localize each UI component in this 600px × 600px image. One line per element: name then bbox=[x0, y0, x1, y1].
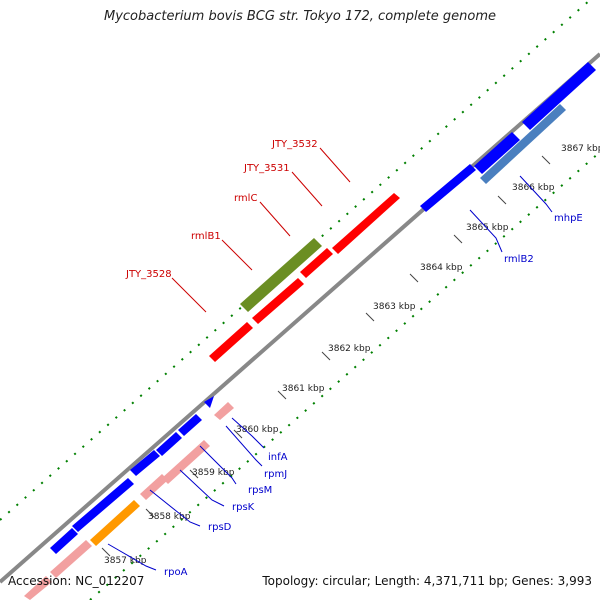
tick-label: 3864 kbp bbox=[420, 263, 463, 273]
leader-line bbox=[291, 171, 323, 207]
gene-feature-pseudo-1[interactable] bbox=[214, 402, 234, 420]
gene-feature-jty3532[interactable] bbox=[332, 193, 400, 254]
leader-line bbox=[469, 209, 503, 253]
tick-label: 3857 kbp bbox=[104, 556, 147, 566]
forward-strand-features bbox=[24, 193, 400, 600]
tick-label: 3859 kbp bbox=[192, 468, 235, 478]
gene-feature-jty3528[interactable] bbox=[209, 322, 253, 362]
gene-feature-pseudo-2[interactable] bbox=[162, 440, 210, 484]
gene-feature-upper-blue-1[interactable] bbox=[522, 62, 596, 130]
position-ticks: 3857 kbp 3858 kbp 3859 kbp 3860 kbp 3861… bbox=[101, 144, 600, 566]
gene-feature-upper-blue-2[interactable] bbox=[474, 132, 520, 174]
gene-label-rpoa[interactable]: rpoA bbox=[164, 567, 188, 578]
tick-mark bbox=[101, 547, 111, 557]
gene-feature-pseudo-3[interactable] bbox=[140, 474, 168, 500]
tick-label: 3860 kbp bbox=[236, 425, 279, 435]
gene-feature-rpsm[interactable] bbox=[156, 432, 182, 456]
gene-feature-rpoa[interactable] bbox=[50, 528, 78, 554]
leader-line bbox=[179, 469, 225, 507]
genome-backbone bbox=[0, 52, 600, 584]
gene-label-jty3532[interactable]: JTY_3532 bbox=[271, 139, 318, 150]
leader-line bbox=[221, 239, 253, 271]
tick-mark bbox=[497, 195, 507, 205]
tick-label: 3867 kbp bbox=[561, 144, 600, 154]
tick-mark bbox=[321, 351, 331, 361]
gene-label-rmlc[interactable]: rmlC bbox=[234, 193, 257, 204]
tick-mark bbox=[541, 155, 551, 165]
gene-feature-rpmj[interactable] bbox=[178, 414, 202, 436]
leader-line bbox=[259, 201, 291, 237]
leader-line bbox=[107, 543, 157, 571]
gene-feature-pseudo-4[interactable] bbox=[50, 540, 92, 578]
gene-feature-rmlb1[interactable] bbox=[240, 238, 322, 312]
gene-feature-pseudo-5[interactable] bbox=[24, 576, 52, 600]
forward-gene-labels: JTY_3532 JTY_3531 rmlC rmlB1 JTY_3528 bbox=[125, 139, 351, 313]
tick-mark bbox=[277, 390, 287, 400]
gene-feature-jty3531[interactable] bbox=[300, 248, 333, 278]
gene-label-rpmj[interactable]: rpmJ bbox=[264, 469, 287, 480]
gene-label-infa[interactable]: infA bbox=[268, 452, 288, 463]
gene-label-rmlb2[interactable]: rmlB2 bbox=[504, 254, 534, 265]
gene-label-rmlb1[interactable]: rmlB1 bbox=[191, 231, 221, 242]
gene-feature-rpod-orange[interactable] bbox=[90, 500, 140, 546]
leader-line bbox=[171, 277, 207, 313]
reverse-gene-labels: mhpE rmlB2 infA rpmJ rpsM rpsK rpsD rpoA bbox=[107, 175, 583, 578]
leader-line bbox=[149, 489, 201, 527]
gene-feature-rmlc[interactable] bbox=[252, 278, 304, 324]
gene-feature-rpsd[interactable] bbox=[72, 478, 134, 532]
gene-label-jty3528[interactable]: JTY_3528 bbox=[125, 269, 172, 280]
tick-mark bbox=[409, 273, 419, 283]
reverse-strand-features bbox=[50, 62, 596, 554]
map-title: Mycobacterium bovis BCG str. Tokyo 172, … bbox=[104, 9, 496, 24]
leader-line bbox=[519, 175, 553, 213]
tick-mark bbox=[189, 469, 199, 479]
tick-label: 3863 kbp bbox=[373, 302, 416, 312]
gene-feature-infa[interactable] bbox=[204, 396, 214, 408]
tick-label: 3858 kbp bbox=[148, 512, 191, 522]
tick-label: 3866 kbp bbox=[512, 183, 555, 193]
gene-feature-rpsk[interactable] bbox=[130, 450, 160, 476]
tick-label: 3862 kbp bbox=[328, 344, 371, 354]
leader-line bbox=[231, 417, 265, 449]
tick-mark bbox=[233, 429, 243, 439]
gene-feature-rmlb2[interactable] bbox=[420, 164, 476, 212]
gene-label-rpsd[interactable]: rpsD bbox=[208, 522, 232, 533]
leader-line bbox=[199, 445, 237, 485]
tick-mark bbox=[145, 508, 155, 518]
gc-content-track-inner bbox=[89, 151, 600, 600]
tick-mark bbox=[365, 312, 375, 322]
tick-mark bbox=[453, 234, 463, 244]
topology-text: Topology: circular; Length: 4,371,711 bp… bbox=[262, 574, 592, 588]
gene-label-rpsk[interactable]: rpsK bbox=[232, 502, 255, 513]
gene-feature-mhpe[interactable] bbox=[480, 104, 566, 184]
leader-line bbox=[319, 147, 351, 183]
tick-label: 3861 kbp bbox=[282, 384, 325, 394]
accession-text: Accession: NC_012207 bbox=[8, 574, 145, 588]
gene-label-rpsm[interactable]: rpsM bbox=[248, 485, 272, 496]
gene-label-jty3531[interactable]: JTY_3531 bbox=[243, 163, 290, 174]
gene-label-mhpe[interactable]: mhpE bbox=[554, 213, 583, 224]
leader-line bbox=[225, 425, 263, 467]
